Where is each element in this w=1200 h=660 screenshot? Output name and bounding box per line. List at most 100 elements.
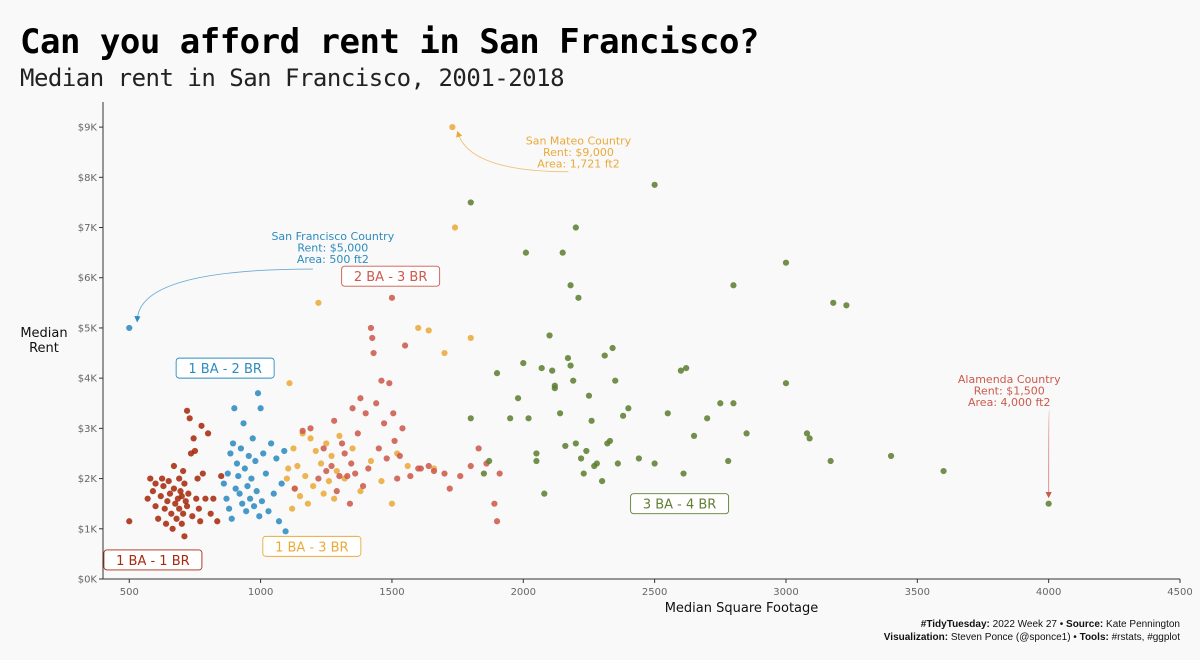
data-point bbox=[310, 483, 317, 490]
data-point bbox=[164, 498, 171, 505]
data-point bbox=[491, 500, 498, 507]
data-point bbox=[218, 472, 225, 480]
data-point bbox=[475, 445, 482, 452]
annotation-text: San Francisco Country Rent: $5,000 Area: 5… bbox=[271, 230, 394, 266]
data-point bbox=[467, 334, 474, 342]
data-point bbox=[580, 470, 587, 477]
data-point bbox=[359, 483, 367, 490]
data-point bbox=[227, 450, 234, 457]
data-point bbox=[176, 505, 183, 512]
group-label: 1 BA - 2 BR bbox=[175, 357, 275, 379]
data-point bbox=[441, 470, 448, 477]
data-point bbox=[294, 462, 301, 470]
data-point bbox=[236, 490, 243, 497]
data-point bbox=[352, 470, 359, 477]
y-tick-label: $2K bbox=[78, 474, 98, 485]
caption: #TidyTuesday: 2022 Week 27 • Source: Kat… bbox=[884, 618, 1180, 644]
data-point bbox=[538, 365, 545, 372]
data-point bbox=[572, 224, 579, 231]
data-point bbox=[299, 427, 306, 434]
data-point bbox=[730, 282, 737, 289]
data-point bbox=[449, 124, 456, 131]
caption-source: Kate Pennington bbox=[1103, 619, 1180, 630]
data-point bbox=[239, 500, 246, 507]
data-point bbox=[281, 447, 288, 455]
data-point bbox=[225, 505, 233, 512]
data-point bbox=[252, 457, 259, 465]
data-point bbox=[202, 495, 209, 502]
data-point bbox=[333, 488, 340, 495]
data-point bbox=[152, 480, 159, 487]
data-point bbox=[625, 405, 632, 412]
data-point bbox=[152, 503, 159, 510]
data-point bbox=[315, 475, 322, 482]
data-point bbox=[181, 480, 188, 487]
y-tick-label: $6K bbox=[78, 273, 98, 284]
data-point bbox=[533, 450, 540, 457]
data-point bbox=[399, 425, 406, 432]
data-point bbox=[169, 525, 176, 532]
axes: 500 1000 1500 2000 2500 3000 3500 4000 4500 $0K $1… bbox=[20, 102, 1193, 616]
data-point bbox=[612, 377, 619, 384]
data-point bbox=[193, 495, 200, 502]
data-point bbox=[186, 415, 193, 422]
data-point bbox=[651, 460, 658, 467]
data-point bbox=[430, 467, 438, 475]
data-point bbox=[451, 224, 459, 231]
caption-author: Steven Ponce (@sponce1) • bbox=[948, 632, 1080, 643]
data-point bbox=[404, 462, 411, 470]
data-point bbox=[378, 477, 385, 485]
caption-line-2: Visualization: Steven Ponce (@sponce1) •… bbox=[884, 631, 1180, 644]
x-tick-label: 4000 bbox=[1036, 587, 1061, 598]
data-point bbox=[541, 490, 548, 497]
data-point bbox=[373, 400, 380, 407]
group-label: 2 BA - 3 BR bbox=[341, 265, 441, 287]
data-point bbox=[224, 470, 231, 477]
data-point bbox=[585, 392, 593, 399]
data-point bbox=[157, 493, 164, 500]
annotations: San Francisco Country Rent: $5,000 Area: 5… bbox=[134, 130, 1061, 499]
data-point bbox=[546, 332, 553, 339]
data-point bbox=[243, 508, 250, 515]
data-point bbox=[843, 302, 850, 309]
y-axis-label: Median Rent bbox=[20, 326, 67, 356]
data-point bbox=[559, 249, 566, 256]
data-point bbox=[782, 259, 790, 266]
data-point bbox=[357, 488, 364, 495]
data-point bbox=[323, 440, 330, 447]
data-point bbox=[162, 520, 170, 527]
caption-tidytuesday: #TidyTuesday: bbox=[920, 619, 990, 630]
data-points bbox=[126, 124, 1052, 540]
data-point bbox=[336, 472, 343, 480]
data-point bbox=[262, 470, 269, 477]
x-tick-label: 1500 bbox=[379, 587, 404, 598]
data-point bbox=[507, 415, 514, 422]
data-point bbox=[244, 483, 251, 490]
data-point bbox=[147, 475, 154, 482]
data-point bbox=[369, 334, 376, 342]
data-point bbox=[336, 432, 343, 439]
data-point bbox=[525, 415, 532, 422]
data-point bbox=[680, 470, 687, 477]
data-point bbox=[144, 495, 151, 502]
data-point bbox=[562, 442, 569, 450]
annotation-arrow bbox=[134, 268, 313, 323]
data-point bbox=[551, 385, 558, 392]
data-point bbox=[380, 420, 388, 427]
y-tick-label: $3K bbox=[78, 424, 98, 435]
data-point bbox=[228, 515, 235, 522]
data-point bbox=[344, 472, 351, 480]
group-label-text: 1 BA - 2 BR bbox=[188, 362, 262, 377]
data-point bbox=[189, 513, 196, 520]
group-label-text: 1 BA - 1 BR bbox=[116, 554, 190, 569]
data-point bbox=[601, 352, 608, 359]
data-point bbox=[214, 518, 221, 525]
data-point bbox=[245, 452, 252, 460]
data-point bbox=[240, 420, 247, 427]
series-1ba3br bbox=[283, 124, 474, 512]
data-point bbox=[588, 417, 595, 424]
data-point bbox=[320, 490, 327, 497]
data-point bbox=[247, 495, 254, 502]
data-point bbox=[231, 405, 238, 412]
